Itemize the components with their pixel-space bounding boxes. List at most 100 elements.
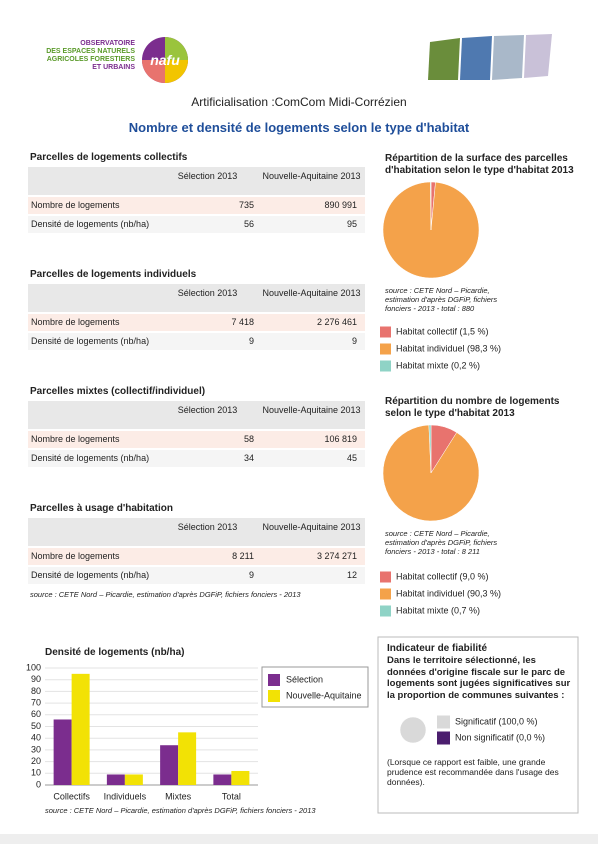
tables-source: source : CETE Nord – Picardie, estimatio… [30,590,301,599]
bar-title: Densité de logements (nb/ha) [45,647,185,658]
table-title: Parcelles mixtes (collectif/individuel) [30,386,206,397]
bar [71,673,90,785]
pie-slice [428,424,432,474]
x-tick-label: Collectifs [53,791,90,801]
footer-band [0,834,598,844]
column-header: Sélection 2013 [177,171,238,181]
table-row [28,333,365,350]
legend-label: Significatif (100,0 %) [455,716,538,726]
legend-label: Habitat mixte (0,2 %) [396,360,480,370]
y-tick-label: 40 [31,733,41,743]
legend-swatch [380,588,391,600]
logo-line: OBSERVATOIRE [80,40,135,47]
legend-label: Habitat individuel (98,3 %) [396,343,501,353]
legend-swatch [380,360,391,372]
legend-label: Sélection [286,674,323,684]
table-cell: Nombre de logements [31,551,120,561]
table-cell: 3 274 271 [316,551,357,561]
column-header: Sélection 2013 [177,522,238,532]
bar [231,770,250,785]
table-cell: 7 418 [231,317,254,327]
header-photos [428,34,552,80]
logo [142,37,188,83]
reliability-title: Indicateur de fiabilité [387,643,488,654]
table-cell: 56 [243,219,254,229]
table: Parcelles de logements collectifs Sélecti… [28,150,365,245]
pie-slice [430,181,432,231]
logo-badge: nafu [150,52,180,68]
bar [124,774,143,785]
column-header: Sélection 2013 [177,288,238,298]
y-tick-label: 80 [31,686,41,696]
y-tick-label: 90 [31,674,41,684]
pie-slice [399,716,427,744]
table-title: Parcelles de logements individuels [30,269,197,280]
table-cell: 95 [346,219,357,229]
column-header: Sélection 2013 [177,405,238,415]
y-tick-label: 100 [26,662,41,672]
table-cell: 9 [248,570,254,580]
table-title: Parcelles de logements collectifs [30,152,188,163]
y-tick-label: 0 [36,779,41,789]
bar [213,774,232,785]
column-header: Nouvelle-Aquitaine 2013 [262,288,361,298]
table: Parcelles de logements individuels Sélect… [28,267,365,362]
y-tick-label: 70 [31,697,41,707]
legend-swatch [380,605,391,617]
y-tick-label: 60 [31,709,41,719]
table-cell: 58 [243,434,254,444]
table-cell: 34 [243,453,254,463]
table-row [28,314,365,331]
table-cell: Densité de logements (nb/ha) [31,219,150,229]
table-cell: Densité de logements (nb/ha) [31,336,150,346]
logo-line: DES ESPACES NATURELS [46,48,135,55]
table-row [28,450,365,467]
table-title: Parcelles à usage d'habitation [30,503,173,514]
table-cell: 735 [238,200,254,210]
pie-source: source : CETE Nord – Picardie, estimatio… [385,286,498,313]
logo-line: ET URBAINS [92,64,135,71]
y-tick-label: 50 [31,721,41,731]
table-row [28,197,365,214]
y-tick-label: 20 [31,756,41,766]
table-header [28,284,365,312]
legend-swatch [380,343,391,355]
legend-swatch [380,571,391,583]
legend-swatch [268,674,280,686]
table-cell: Densité de logements (nb/ha) [31,453,150,463]
table-cell: 890 991 [324,200,357,210]
legend-label: Habitat collectif (9,0 %) [396,571,489,581]
table: Parcelles à usage d'habitation Sélection … [28,501,365,596]
table-header [28,401,365,429]
reliability-box [377,636,579,814]
page-title: Nombre et densité de logements selon le … [128,120,470,135]
pie-title: Répartition du nombre de logements selon… [385,396,560,419]
logo-text: OBSERVATOIRE DES ESPACES NATURELS AGRICO… [30,40,135,72]
table-cell: 9 [351,336,357,346]
column-header: Nouvelle-Aquitaine 2013 [262,171,361,181]
subtitle: Artificialisation :ComCom Midi-Corrézien [191,95,407,109]
table-cell: 45 [346,453,357,463]
table-row [28,567,365,584]
legend-label: Non significatif (0,0 %) [455,732,545,742]
table-cell: 8 211 [232,551,254,561]
table-header [28,518,365,546]
column-header: Nouvelle-Aquitaine 2013 [262,522,361,532]
bar-source: source : CETE Nord – Picardie, estimatio… [45,806,316,815]
reliability-text: Dans le territoire sélectionné, les donn… [387,655,571,701]
legend-swatch [437,731,450,745]
bar [178,732,197,785]
legend-label: Habitat mixte (0,7 %) [396,605,480,615]
table-cell: 2 276 461 [316,317,357,327]
table-cell: Nombre de logements [31,317,120,327]
legend-swatch [268,690,280,702]
bar [106,774,125,785]
table-cell: Nombre de logements [31,200,120,210]
reliability-note: (Lorsque ce rapport est faible, une gran… [387,757,559,787]
column-header: Nouvelle-Aquitaine 2013 [262,405,361,415]
legend-swatch [380,326,391,338]
table-row [28,431,365,448]
table-cell: 9 [248,336,254,346]
